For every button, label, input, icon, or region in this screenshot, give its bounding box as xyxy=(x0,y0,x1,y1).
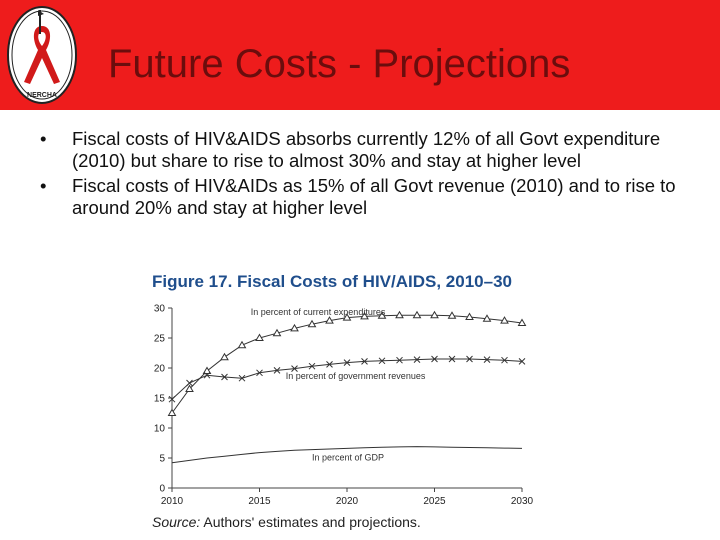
bullet-list: • Fiscal costs of HIV&AIDS absorbs curren… xyxy=(40,128,710,222)
y-tick-label: 20 xyxy=(154,364,166,375)
y-tick-label: 0 xyxy=(159,484,165,495)
y-tick-label: 5 xyxy=(159,454,165,465)
triangle-point xyxy=(202,366,212,374)
svg-text:NERCHA: NERCHA xyxy=(27,92,57,99)
triangle-point xyxy=(272,328,282,337)
x-point xyxy=(343,359,351,366)
triangle-point xyxy=(360,311,369,320)
x-point xyxy=(256,369,263,377)
bullet-item: • Fiscal costs of HIV&AIDs as 15% of all … xyxy=(40,175,710,219)
y-tick-label: 15 xyxy=(154,394,166,405)
chart-series xyxy=(167,310,527,464)
source-label: Source: xyxy=(152,514,201,530)
x-tick-label: 2020 xyxy=(336,496,359,507)
figure-source: Source: Authors' estimates and projectio… xyxy=(152,514,421,530)
figure-title: Figure 17. Fiscal Costs of HIV/AIDS, 201… xyxy=(152,272,512,291)
bullet-glyph: • xyxy=(40,175,47,196)
x-point xyxy=(308,362,316,370)
triangle-point xyxy=(395,310,404,319)
bullet-text: Fiscal costs of HIV&AIDs as 15% of all G… xyxy=(72,175,676,218)
x-point xyxy=(518,358,526,365)
series-label: In percent of current expenditures xyxy=(251,307,386,317)
series-label: In percent of GDP xyxy=(312,452,384,462)
x-point xyxy=(203,371,211,379)
x-point xyxy=(431,355,438,363)
slide-header xyxy=(0,0,720,110)
x-tick-label: 2030 xyxy=(511,496,534,507)
y-tick-label: 10 xyxy=(154,424,166,435)
triangle-point xyxy=(237,340,247,349)
triangle-point xyxy=(482,314,492,322)
y-tick-label: 30 xyxy=(154,304,166,315)
x-point xyxy=(501,356,508,364)
triangle-point xyxy=(500,316,509,324)
triangle-point xyxy=(220,352,229,361)
x-point xyxy=(396,356,403,364)
y-tick-label: 25 xyxy=(154,334,166,345)
triangle-point xyxy=(342,313,352,321)
x-point xyxy=(238,374,246,382)
x-tick-label: 2025 xyxy=(423,496,446,507)
x-tick-label: 2010 xyxy=(161,496,184,507)
source-text: Authors' estimates and projections. xyxy=(203,514,421,530)
triangle-point xyxy=(167,408,177,416)
x-point xyxy=(326,361,333,368)
x-point xyxy=(186,379,193,387)
bullet-text: Fiscal costs of HIV&AIDS absorbs current… xyxy=(72,128,661,171)
series-line-2 xyxy=(171,446,523,464)
series-line-0 xyxy=(171,314,523,414)
x-point xyxy=(361,358,368,365)
triangle-point xyxy=(465,312,474,320)
triangle-point xyxy=(325,316,334,324)
x-tick-label: 2015 xyxy=(248,496,271,507)
series-label: In percent of government revenues xyxy=(286,371,426,381)
x-point xyxy=(378,357,386,365)
x-point xyxy=(448,355,456,363)
triangle-point xyxy=(185,384,194,392)
triangle-point xyxy=(377,311,387,319)
x-point xyxy=(273,367,281,374)
bullet-item: • Fiscal costs of HIV&AIDS absorbs curren… xyxy=(40,128,710,172)
triangle-point xyxy=(447,311,457,319)
x-point xyxy=(413,356,421,363)
chart-series-labels: In percent of current expenditures In per… xyxy=(251,307,426,462)
x-point xyxy=(466,355,473,363)
x-point xyxy=(483,356,491,363)
triangle-point xyxy=(307,319,317,328)
x-point xyxy=(291,365,298,372)
slide-title: Future Costs - Projections xyxy=(108,42,571,86)
triangle-point xyxy=(412,310,422,319)
x-point xyxy=(168,395,176,403)
triangle-point xyxy=(517,318,527,326)
triangle-point xyxy=(430,310,439,319)
x-point xyxy=(221,373,228,381)
triangle-point xyxy=(255,333,264,341)
bullet-glyph: • xyxy=(40,128,47,149)
nercha-logo: NERCHA xyxy=(7,6,77,104)
triangle-point xyxy=(290,323,299,332)
